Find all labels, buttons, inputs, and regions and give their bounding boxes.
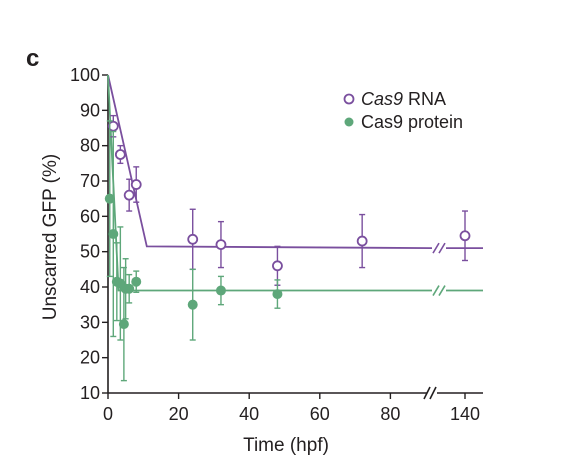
y-tick-label: 70 — [80, 171, 100, 191]
data-point — [215, 275, 226, 306]
marker-filled-circle — [187, 299, 198, 310]
marker-filled-circle — [118, 319, 129, 330]
legend-item: Cas9 RNA — [343, 89, 446, 109]
data-point — [107, 114, 119, 138]
marker-open-circle — [130, 179, 142, 190]
data-point — [459, 210, 471, 262]
data-point — [131, 270, 142, 293]
line-break-mark — [432, 285, 446, 296]
x-axis-label: Time (hpf) — [243, 435, 329, 456]
y-tick-label: 80 — [80, 136, 100, 156]
y-tick-label: 100 — [70, 65, 100, 85]
marker-filled-circle — [131, 276, 142, 287]
legend-marker — [344, 117, 354, 127]
data-point — [104, 120, 115, 278]
data-point — [356, 213, 368, 269]
legend-marker — [343, 93, 355, 105]
legend-label: Cas9 RNA — [361, 89, 446, 109]
marker-open-circle — [215, 239, 227, 251]
marker-open-circle — [356, 235, 368, 247]
fit-lines — [107, 74, 483, 296]
marker-filled-circle — [104, 193, 115, 204]
y-tick-label: 10 — [80, 383, 100, 403]
fit-line-series-0 — [107, 74, 433, 249]
marker-open-circle — [114, 149, 126, 160]
y-tick-label: 60 — [80, 206, 100, 226]
x-tick-label: 40 — [239, 404, 259, 424]
data-point — [187, 268, 198, 341]
data-point — [272, 279, 283, 309]
marker-filled-circle — [272, 289, 283, 300]
y-tick-label: 40 — [80, 277, 100, 297]
panel-label: c — [26, 45, 39, 72]
data-point — [215, 220, 227, 269]
x-axis-break-mark — [423, 386, 437, 400]
data-point — [187, 208, 199, 271]
marker-open-circle — [272, 260, 283, 272]
data-point — [114, 144, 126, 165]
x-tick-label: 20 — [169, 404, 189, 424]
axes: 10 20 30 40 50 60 70 80 90 100 0 20 40 60 80 140 — [70, 65, 483, 424]
data-point — [108, 130, 119, 338]
x-tick-label: 60 — [310, 404, 330, 424]
y-axis-label: Unscarred GFP (%) — [40, 154, 61, 320]
data-point — [272, 245, 283, 286]
marker-open-circle — [123, 189, 135, 201]
legend-item: Cas9 protein — [344, 112, 463, 132]
y-tick-label: 30 — [80, 312, 100, 332]
marker-filled-circle — [108, 229, 119, 239]
x-tick-label: 140 — [450, 404, 480, 424]
data-markers — [104, 114, 471, 382]
data-point — [124, 273, 135, 304]
data-point — [130, 166, 142, 203]
data-point — [123, 178, 135, 212]
marker-open-circle — [107, 120, 119, 132]
legend-label: Cas9 protein — [361, 112, 463, 132]
marker-filled-circle — [215, 285, 226, 296]
y-tick-label: 90 — [80, 100, 100, 120]
y-tick-label: 50 — [80, 242, 100, 262]
marker-open-circle — [187, 233, 199, 245]
fit-line-series-1 — [107, 74, 432, 292]
marker-filled-circle — [124, 283, 135, 294]
x-tick-label: 0 — [103, 404, 113, 424]
y-tick-label: 20 — [80, 348, 100, 368]
x-tick-label: 80 — [380, 404, 400, 424]
legend: Cas9 RNA Cas9 protein — [343, 89, 463, 132]
marker-open-circle — [459, 230, 471, 242]
line-break-mark — [432, 242, 446, 254]
